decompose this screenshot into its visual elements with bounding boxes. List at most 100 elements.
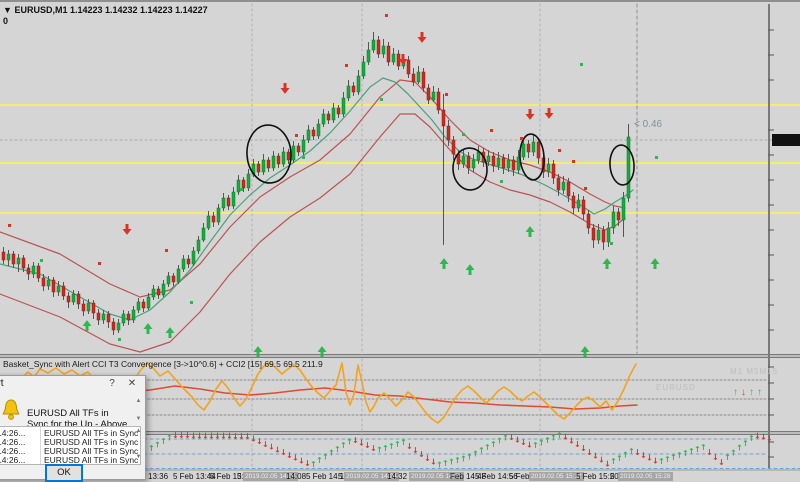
svg-text:↑: ↑ bbox=[628, 447, 635, 456]
svg-text:↑: ↑ bbox=[334, 445, 341, 454]
svg-text:↑: ↑ bbox=[724, 453, 731, 462]
time-label: Feb 14:48 bbox=[450, 472, 487, 481]
close-icon[interactable]: ✕ bbox=[127, 378, 137, 389]
svg-text:↓: ↓ bbox=[508, 433, 515, 442]
svg-text:↓: ↓ bbox=[298, 456, 305, 465]
buy-signal-arrow-icon bbox=[165, 327, 175, 333]
hand-drawn-circle-annotation[interactable] bbox=[518, 133, 545, 181]
svg-text:↑: ↑ bbox=[442, 459, 449, 468]
svg-text:↑: ↑ bbox=[730, 448, 737, 457]
chart-subtitle: 0 bbox=[3, 16, 9, 26]
alert-history-row[interactable]: 14:26... EURUSD All TFs in Sync for the U… bbox=[0, 428, 140, 438]
hand-drawn-circle-annotation[interactable] bbox=[452, 147, 489, 191]
sell-signal-arrow-icon bbox=[525, 114, 535, 120]
hand-drawn-circle-annotation[interactable] bbox=[245, 124, 293, 185]
svg-text:↓: ↓ bbox=[640, 451, 647, 460]
svg-text:↓: ↓ bbox=[286, 451, 293, 460]
chart-ohlc-values: 1.14223 1.14232 1.14223 1.14227 bbox=[69, 5, 208, 15]
svg-text:↓: ↓ bbox=[706, 448, 713, 457]
list-scroll-up-icon[interactable]: ▲ bbox=[135, 428, 142, 434]
alert-dialog-titlebar[interactable]: Alert ? ✕ bbox=[0, 376, 145, 392]
help-button[interactable]: ? bbox=[109, 378, 115, 389]
svg-text:↓: ↓ bbox=[280, 448, 287, 457]
time-axis[interactable]: 13:36 5 Feb 13:44 5 Feb 13:52 5 2019.02.05 1… bbox=[0, 470, 800, 482]
buy-signal-arrow-icon bbox=[317, 346, 327, 352]
scroll-up-icon[interactable]: ▲ bbox=[135, 398, 142, 404]
symbol-dropdown-icon[interactable]: ▼ bbox=[3, 5, 12, 15]
time-label-highlighted: 2019.02.05 14:24 bbox=[344, 472, 399, 481]
svg-text:↑: ↑ bbox=[328, 449, 335, 458]
buy-signal-arrow-icon bbox=[602, 258, 612, 264]
horizontal-level-line[interactable] bbox=[0, 162, 800, 164]
svg-text:↑: ↑ bbox=[376, 446, 383, 455]
svg-text:↑: ↑ bbox=[454, 456, 461, 465]
svg-text:↓: ↓ bbox=[520, 438, 527, 447]
sync-up-arrow-icon: ↑ bbox=[733, 387, 738, 398]
time-label: 13:36 bbox=[148, 472, 169, 481]
svg-text:↑: ↑ bbox=[322, 452, 329, 461]
svg-text:↓: ↓ bbox=[268, 443, 275, 452]
time-label: 5 Feb 13:44 bbox=[173, 472, 216, 481]
ok-button[interactable]: OK bbox=[45, 464, 83, 482]
time-label-highlighted: 2019.02.05 15:12 bbox=[529, 472, 584, 481]
list-scroll-down-icon[interactable]: ▼ bbox=[135, 454, 142, 460]
svg-text:↓: ↓ bbox=[754, 431, 761, 440]
svg-text:↓: ↓ bbox=[574, 440, 581, 449]
alert-row-time: 14:26... bbox=[0, 428, 26, 438]
hand-drawn-circle-annotation[interactable] bbox=[609, 144, 636, 186]
svg-text:↑: ↑ bbox=[472, 449, 479, 458]
svg-text:↓: ↓ bbox=[274, 445, 281, 454]
horizontal-level-line[interactable] bbox=[0, 212, 800, 214]
sync-arrows-row: ↑ ↓ ↑ ↑ bbox=[733, 382, 765, 400]
sync-timeframe-header: M1 M5M15 bbox=[730, 367, 779, 376]
svg-text:↓: ↓ bbox=[712, 453, 719, 462]
buy-signal-arrow-icon bbox=[253, 346, 263, 352]
svg-text:↑: ↑ bbox=[496, 437, 503, 446]
svg-text:↓: ↓ bbox=[358, 439, 365, 448]
svg-text:↑: ↑ bbox=[478, 446, 485, 455]
svg-text:↑: ↑ bbox=[544, 436, 551, 445]
svg-text:↑: ↑ bbox=[316, 456, 323, 465]
sell-signal-arrow-icon bbox=[280, 88, 290, 94]
alert-row-text: EURUSD All TFs in Sync for the Up - Abo.… bbox=[44, 428, 140, 438]
svg-text:↓: ↓ bbox=[262, 440, 269, 449]
time-label-highlighted: 2019.02.05 14:40 bbox=[409, 472, 464, 481]
horizontal-level-line[interactable] bbox=[0, 104, 800, 106]
svg-text:↓: ↓ bbox=[406, 442, 413, 451]
time-label: 5 bbox=[237, 472, 242, 481]
svg-text:↑: ↑ bbox=[670, 453, 677, 462]
svg-text:↑: ↑ bbox=[688, 447, 695, 456]
svg-text:↓: ↓ bbox=[412, 446, 419, 455]
time-label: 14:08 bbox=[286, 472, 307, 481]
ma-teal-line bbox=[0, 77, 634, 321]
alert-history-list[interactable]: 14:26... EURUSD All TFs in Sync for the U… bbox=[0, 426, 141, 465]
alert-row-text: EURUSD All TFs in Sync for the Up - Abo.… bbox=[44, 455, 140, 465]
scroll-down-icon[interactable]: ▼ bbox=[135, 416, 142, 422]
bell-icon bbox=[1, 398, 21, 427]
svg-text:↑: ↑ bbox=[400, 438, 407, 447]
svg-text:↑: ↑ bbox=[658, 457, 665, 466]
alert-row-text: EURUSD All TFs in Sync for the Up - Abo.… bbox=[44, 437, 140, 447]
svg-text:↓: ↓ bbox=[424, 454, 431, 463]
svg-text:↑: ↑ bbox=[160, 437, 167, 446]
alert-history-row[interactable]: 14:26... EURUSD All TFs in Sync for the U… bbox=[0, 446, 140, 456]
svg-text:↑: ↑ bbox=[610, 457, 617, 466]
svg-text:↑: ↑ bbox=[166, 433, 173, 442]
svg-text:↑: ↑ bbox=[748, 434, 755, 443]
alert-history-row[interactable]: 14:26... EURUSD All TFs in Sync for the U… bbox=[0, 455, 140, 464]
svg-text:↑: ↑ bbox=[622, 450, 629, 459]
sell-signal-arrow-icon bbox=[417, 37, 427, 43]
alert-history-row[interactable]: 14:26... EURUSD All TFs in Sync for the U… bbox=[0, 437, 140, 447]
svg-text:↑: ↑ bbox=[550, 433, 557, 442]
chart-title: ▼ EURUSD,M1 1.14223 1.14232 1.14223 1.14… bbox=[3, 5, 208, 15]
alert-row-time: 14:26... bbox=[0, 437, 26, 447]
svg-text:↑: ↑ bbox=[700, 443, 707, 452]
svg-text:↓: ↓ bbox=[634, 448, 641, 457]
sync-wave-arrows: ↑ ↑ ↑ ↑ ↓ ↓ ↓ ↓ ↓ ↓ ↓ ↓ ↓ ↓ ↓ ↓ ↓ ↓ ↓ ↓ ↓ ↓ ↓ ↓ ↓ ↓ ↓ ↑ ↑ ↑ ↑ ↑ ↑ ↑ ↓ ↓ ↓ ↓ ↑ ↑… bbox=[148, 431, 773, 470]
time-label: 5 Feb 15:20 bbox=[576, 472, 619, 481]
svg-text:↓: ↓ bbox=[364, 441, 371, 450]
svg-text:↓: ↓ bbox=[580, 444, 587, 453]
svg-text:↓: ↓ bbox=[256, 437, 263, 446]
svg-text:↓: ↓ bbox=[370, 444, 377, 453]
